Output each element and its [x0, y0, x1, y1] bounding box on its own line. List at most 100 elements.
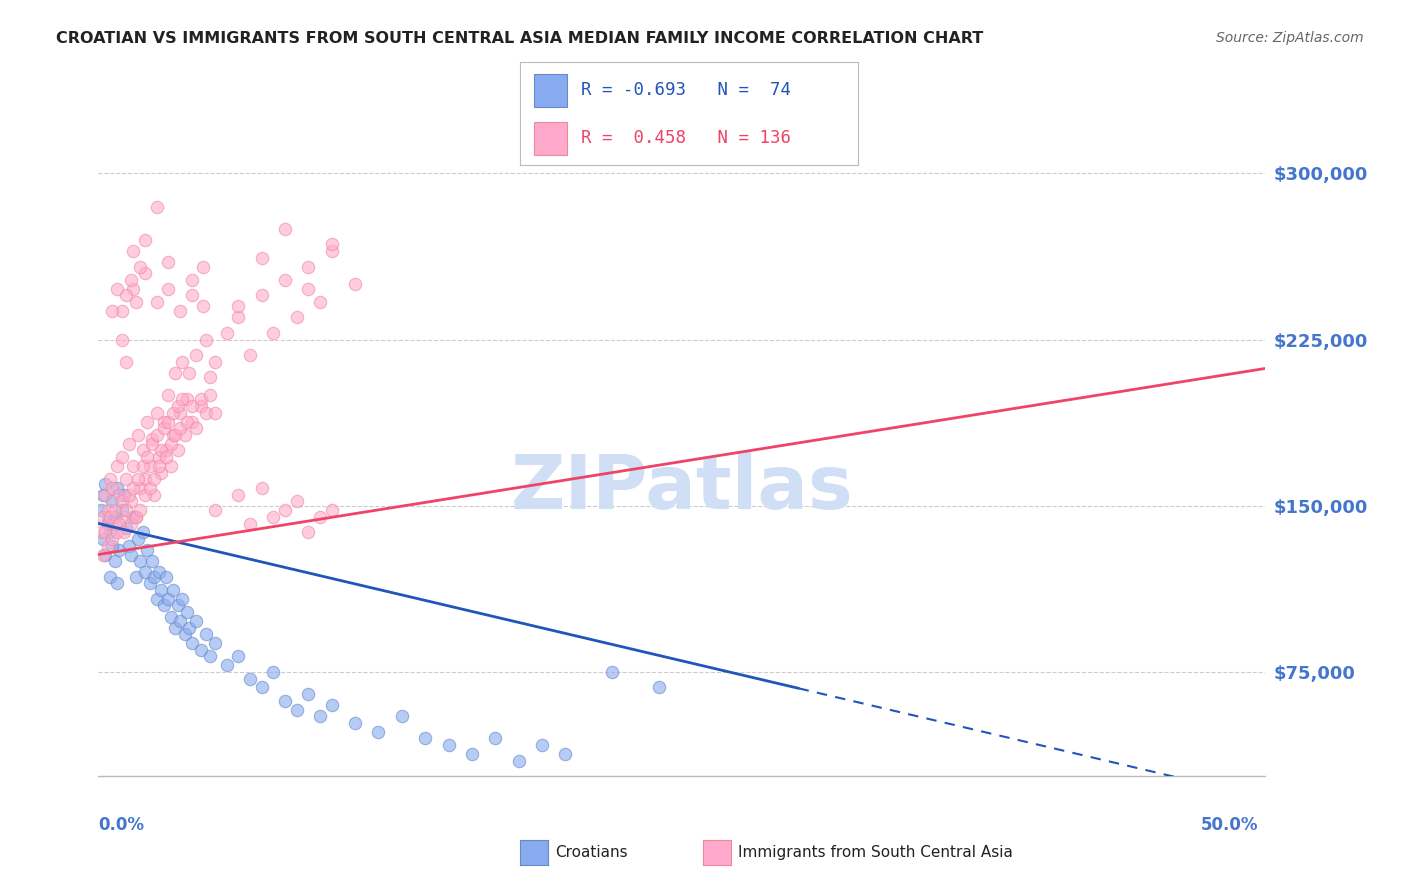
- Point: [118, 539, 141, 553]
- Point: [179, 366, 201, 380]
- Point: [162, 406, 184, 420]
- Point: [180, 636, 202, 650]
- Point: [132, 443, 155, 458]
- Point: [105, 576, 128, 591]
- Point: [176, 392, 198, 407]
- Text: Immigrants from South Central Asia: Immigrants from South Central Asia: [738, 846, 1014, 860]
- Point: [228, 649, 250, 664]
- Point: [239, 516, 262, 531]
- Point: [125, 509, 148, 524]
- Point: [155, 569, 177, 583]
- Point: [250, 681, 273, 695]
- Point: [132, 458, 155, 473]
- Point: [194, 333, 217, 347]
- Point: [112, 488, 135, 502]
- Point: [285, 494, 308, 508]
- Point: [413, 731, 436, 746]
- Point: [193, 300, 215, 314]
- Point: [148, 566, 170, 580]
- Text: Croatians: Croatians: [555, 846, 628, 860]
- Point: [367, 724, 389, 739]
- Point: [180, 399, 202, 413]
- Point: [104, 509, 127, 524]
- Point: [180, 415, 202, 429]
- Text: 50.0%: 50.0%: [1201, 816, 1258, 834]
- Point: [162, 428, 184, 442]
- Point: [166, 599, 188, 613]
- Point: [104, 503, 127, 517]
- Point: [554, 747, 576, 761]
- Point: [105, 481, 128, 495]
- Point: [508, 754, 530, 768]
- Point: [204, 636, 226, 650]
- Point: [262, 665, 284, 679]
- Point: [152, 421, 174, 435]
- Point: [165, 366, 187, 380]
- Point: [141, 554, 163, 568]
- Point: [122, 509, 145, 524]
- Point: [105, 525, 128, 540]
- Point: [309, 709, 332, 723]
- Point: [97, 539, 120, 553]
- Point: [118, 436, 141, 450]
- Point: [143, 472, 166, 486]
- Point: [111, 303, 134, 318]
- Text: ZIPatlas: ZIPatlas: [510, 452, 853, 524]
- Point: [228, 488, 250, 502]
- Point: [150, 466, 173, 480]
- Point: [484, 731, 506, 746]
- Point: [141, 433, 163, 447]
- Point: [108, 488, 131, 502]
- Point: [134, 488, 156, 502]
- Point: [125, 295, 148, 310]
- Point: [139, 576, 162, 591]
- Point: [134, 472, 156, 486]
- Point: [136, 543, 159, 558]
- Point: [129, 503, 152, 517]
- Point: [176, 415, 198, 429]
- Point: [169, 406, 191, 420]
- Point: [391, 709, 413, 723]
- Point: [127, 428, 149, 442]
- Point: [108, 516, 131, 531]
- Point: [134, 566, 156, 580]
- Point: [647, 681, 669, 695]
- Point: [112, 525, 135, 540]
- Point: [122, 282, 145, 296]
- Point: [461, 747, 484, 761]
- Point: [180, 288, 202, 302]
- Point: [115, 503, 138, 517]
- Point: [321, 503, 343, 517]
- Point: [115, 288, 138, 302]
- Point: [91, 509, 114, 524]
- Point: [101, 532, 124, 546]
- Point: [132, 525, 155, 540]
- Point: [194, 406, 217, 420]
- Point: [139, 481, 162, 495]
- Point: [179, 621, 201, 635]
- Point: [101, 481, 124, 495]
- Point: [285, 702, 308, 716]
- Point: [165, 428, 187, 442]
- FancyBboxPatch shape: [534, 74, 568, 106]
- Point: [125, 569, 148, 583]
- Point: [118, 488, 141, 502]
- Point: [129, 260, 152, 274]
- Point: [309, 509, 332, 524]
- Text: 0.0%: 0.0%: [98, 816, 145, 834]
- Point: [309, 295, 332, 310]
- Point: [159, 436, 181, 450]
- Point: [250, 288, 273, 302]
- Point: [173, 428, 195, 442]
- Point: [285, 310, 308, 325]
- Point: [159, 458, 181, 473]
- Point: [157, 388, 180, 402]
- Point: [169, 303, 191, 318]
- Point: [94, 476, 117, 491]
- Point: [134, 266, 156, 280]
- Point: [152, 415, 174, 429]
- Point: [104, 554, 127, 568]
- Point: [146, 200, 169, 214]
- Point: [122, 458, 145, 473]
- Point: [97, 503, 120, 517]
